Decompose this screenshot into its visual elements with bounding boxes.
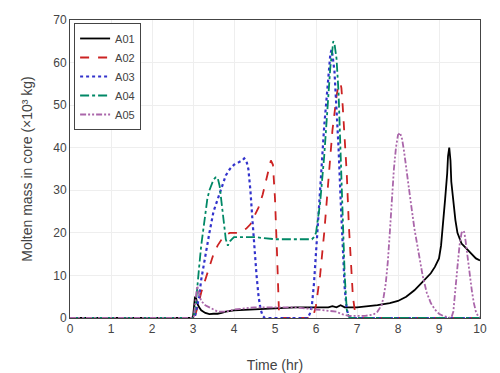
svg-text:7: 7 (354, 322, 361, 336)
svg-text:6: 6 (313, 322, 320, 336)
svg-text:A05: A05 (115, 109, 135, 121)
svg-text:20: 20 (53, 226, 67, 240)
svg-text:A02: A02 (115, 52, 135, 64)
svg-text:8: 8 (395, 322, 402, 336)
svg-text:0: 0 (60, 311, 67, 325)
svg-text:9: 9 (436, 322, 443, 336)
svg-text:50: 50 (53, 98, 67, 112)
svg-text:60: 60 (53, 56, 67, 70)
svg-text:1: 1 (108, 322, 115, 336)
svg-text:3: 3 (190, 322, 197, 336)
svg-text:70: 70 (53, 13, 67, 27)
svg-text:30: 30 (53, 183, 67, 197)
svg-text:10: 10 (473, 322, 487, 336)
svg-text:A04: A04 (115, 90, 135, 102)
svg-text:40: 40 (53, 141, 67, 155)
svg-text:5: 5 (272, 322, 279, 336)
svg-text:Time (hr): Time (hr) (247, 357, 303, 373)
svg-text:4: 4 (231, 322, 238, 336)
svg-text:0: 0 (67, 322, 74, 336)
svg-text:10: 10 (53, 269, 67, 283)
svg-text:A01: A01 (115, 33, 135, 45)
svg-text:A03: A03 (115, 71, 135, 83)
svg-text:Molten mass in core (×10³ kg): Molten mass in core (×10³ kg) (19, 76, 35, 262)
svg-text:2: 2 (149, 322, 156, 336)
